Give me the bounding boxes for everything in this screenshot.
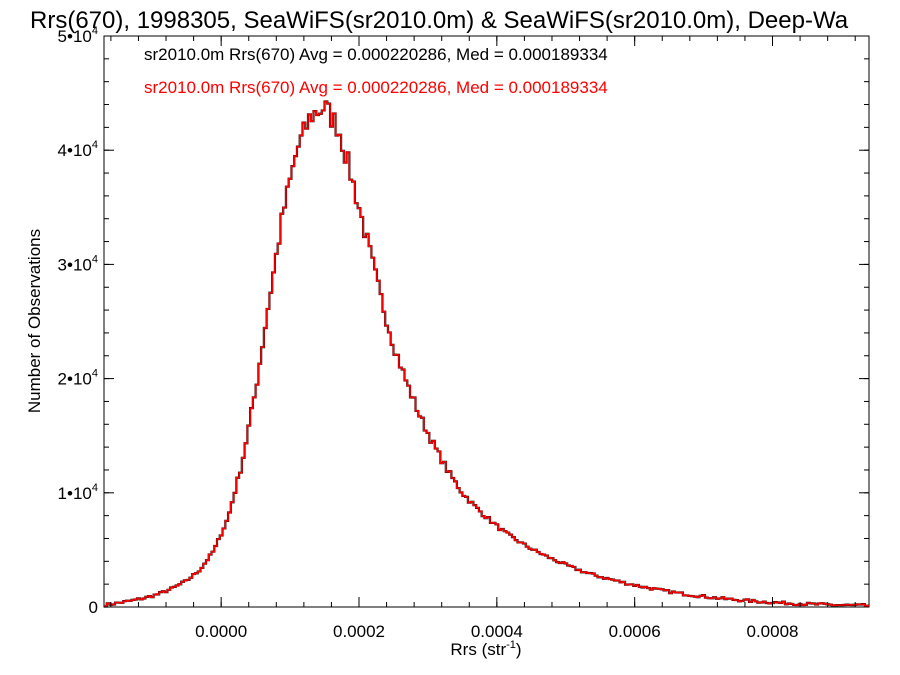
y-axis: 0 1•104 2•104 3•104 4•104 5•104 (58, 25, 869, 617)
x-tick-label: 0.0004 (471, 622, 523, 641)
x-axis-label-close: ) (516, 640, 522, 659)
annotation-black: sr2010.0m Rrs(670) Avg = 0.000220286, Me… (144, 45, 608, 64)
plot-area (103, 35, 870, 608)
y-tick-label: 4•104 (58, 139, 98, 160)
x-tick-label: 0.0006 (609, 622, 661, 641)
y-tick-label: 0 (89, 598, 98, 617)
y-tick-label: 3•104 (58, 253, 98, 274)
annotation-group: sr2010.0m Rrs(670) Avg = 0.000220286, Me… (144, 45, 608, 97)
y-tick-label: 1•104 (58, 482, 98, 503)
series-group (104, 100, 869, 608)
y-tick-label: 5•104 (58, 25, 98, 46)
x-axis-label-base: Rrs (str (450, 640, 506, 659)
x-axis-label-sup: -1 (506, 639, 516, 651)
histogram-series-black (104, 100, 869, 608)
x-axis: 0.0000 0.0002 0.0004 0.0006 0.0008 (110, 36, 856, 641)
y-axis-label: Number of Observations (25, 229, 44, 413)
x-axis-label: Rrs (str-1) (450, 639, 521, 659)
y-tick-label: 2•104 (58, 368, 98, 389)
histogram-series-red (104, 100, 869, 608)
x-tick-label: 0.0008 (747, 622, 799, 641)
plot-border (103, 35, 870, 608)
chart-title: Rrs(670), 1998305, SeaWiFS(sr2010.0m) & … (30, 7, 849, 34)
x-tick-label: 0.0002 (333, 622, 385, 641)
x-tick-label: 0.0000 (195, 622, 247, 641)
annotation-red: sr2010.0m Rrs(670) Avg = 0.000220286, Me… (144, 78, 608, 97)
